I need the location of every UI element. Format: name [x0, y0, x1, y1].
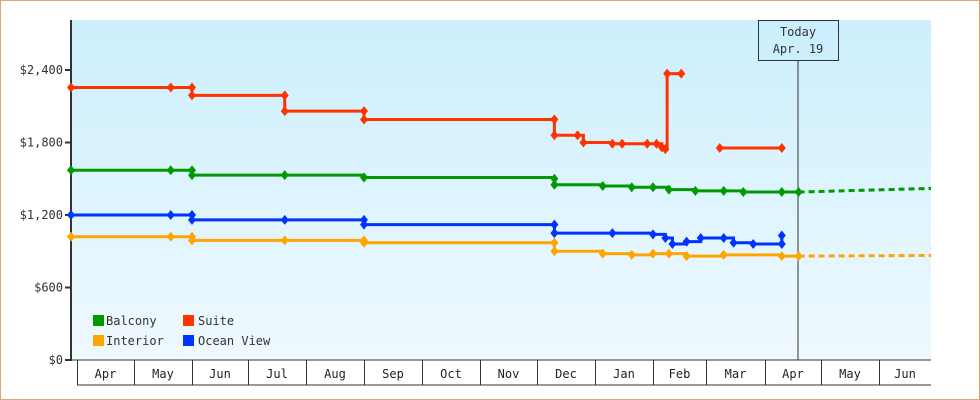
legend-label-balcony: Balcony — [106, 314, 157, 328]
x-month-label: Jan — [613, 367, 635, 381]
x-month-label: Dec — [555, 367, 577, 381]
x-axis-months: Apr May Jun Jul Aug Sep Oct Nov Dec Jan Feb Mar Apr M… — [77, 360, 931, 386]
x-month-label: Sep — [382, 367, 404, 381]
x-month-label: Jun — [894, 367, 916, 381]
y-tick-label: $600 — [34, 281, 63, 295]
x-month-label: Nov — [498, 367, 520, 381]
legend-swatch-balcony — [93, 315, 104, 326]
series-balcony — [67, 165, 932, 198]
series-interior — [67, 231, 932, 262]
x-month-label: Aug — [324, 367, 346, 381]
y-tick-label: $1,200 — [20, 208, 63, 222]
y-axis-ticks: $0 $600 $1,200 $1,800 $2,400 — [20, 63, 71, 367]
legend: Balcony Suite Interior Ocean View — [93, 314, 271, 348]
today-marker: Today Apr. 19 — [758, 20, 839, 360]
y-tick-label: $0 — [49, 353, 63, 367]
x-month-label: Apr — [782, 367, 804, 381]
today-box — [758, 20, 839, 61]
series-suite — [67, 68, 786, 155]
forecast-line — [798, 186, 932, 194]
legend-swatch-ocean-view — [183, 335, 194, 346]
x-month-label: May — [152, 367, 174, 381]
legend-label-interior: Interior — [106, 334, 164, 348]
y-tick-label: $1,800 — [20, 136, 63, 150]
x-month-label: Jul — [266, 367, 288, 381]
forecast-line — [798, 253, 932, 258]
x-month-label: Oct — [440, 367, 462, 381]
x-month-label: Jun — [209, 367, 231, 381]
x-month-label: Apr — [95, 367, 117, 381]
x-month-label: Feb — [669, 367, 691, 381]
legend-label-ocean-view: Ocean View — [198, 334, 271, 348]
legend-swatch-suite — [183, 315, 194, 326]
x-month-label: May — [839, 367, 861, 381]
plot-area — [71, 20, 931, 360]
legend-swatch-interior — [93, 335, 104, 346]
today-date: Apr. 19 — [773, 42, 824, 56]
y-tick-label: $2,400 — [20, 63, 63, 77]
today-label: Today — [780, 25, 816, 39]
series-ocean-view — [67, 210, 786, 249]
legend-label-suite: Suite — [198, 314, 234, 328]
x-month-label: Mar — [725, 367, 747, 381]
series-layer — [67, 68, 932, 262]
